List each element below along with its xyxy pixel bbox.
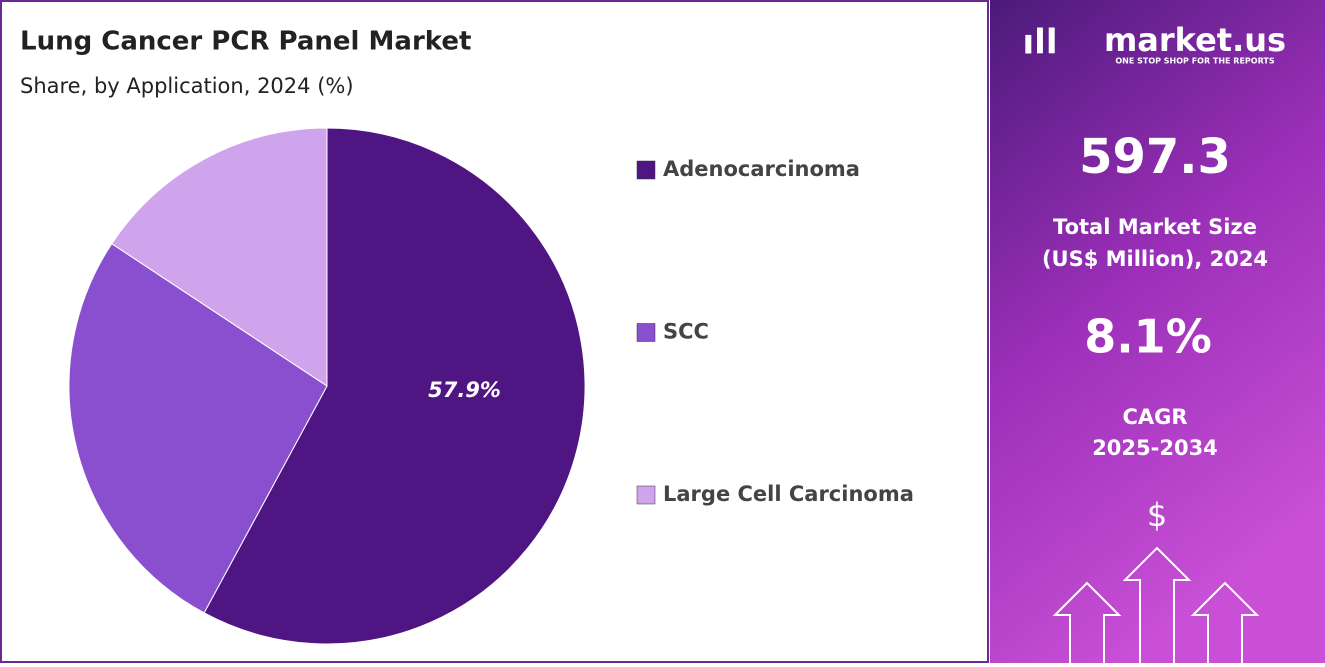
- legend: Adenocarcinoma SCC Large Cell Carcinoma: [636, 157, 914, 506]
- brand: market.us: [1104, 21, 1286, 59]
- pie-slice: [203, 127, 586, 645]
- cagr-label: 2025-2034: [1092, 436, 1218, 460]
- cagr-label: CAGR: [1122, 405, 1187, 429]
- legend-swatch: [636, 160, 656, 180]
- sidebar-content: market.us ONE STOP SHOP FOR THE REPORTS …: [1023, 21, 1287, 534]
- legend-swatch: [636, 485, 656, 505]
- legend-label: SCC: [663, 320, 709, 344]
- market-size-label: Total Market Size: [1053, 215, 1257, 239]
- pie-slice: [111, 127, 328, 387]
- legend-label: Adenocarcinoma: [663, 157, 860, 181]
- sidebar: [990, 0, 1325, 663]
- chart-title: Lung Cancer PCR Panel Market: [20, 27, 471, 57]
- market-size: 597.3: [1079, 129, 1231, 185]
- chart-subtitle: Share, by Application, 2024 (%): [20, 74, 354, 98]
- logo: ıll: [1023, 23, 1058, 63]
- pie: 57.9%: [68, 127, 586, 645]
- data-label: 57.9%: [428, 378, 501, 402]
- market-size-label: (US$ Million), 2024: [1042, 247, 1268, 271]
- currency-icon: $: [1147, 496, 1167, 534]
- tagline: ONE STOP SHOP FOR THE REPORTS: [1115, 57, 1274, 66]
- pie-slice: [68, 242, 328, 614]
- legend-label: Large Cell Carcinoma: [663, 482, 914, 506]
- legend-swatch: [636, 323, 656, 342]
- arrows: [1052, 546, 1260, 663]
- cagr: 8.1%: [1084, 310, 1212, 364]
